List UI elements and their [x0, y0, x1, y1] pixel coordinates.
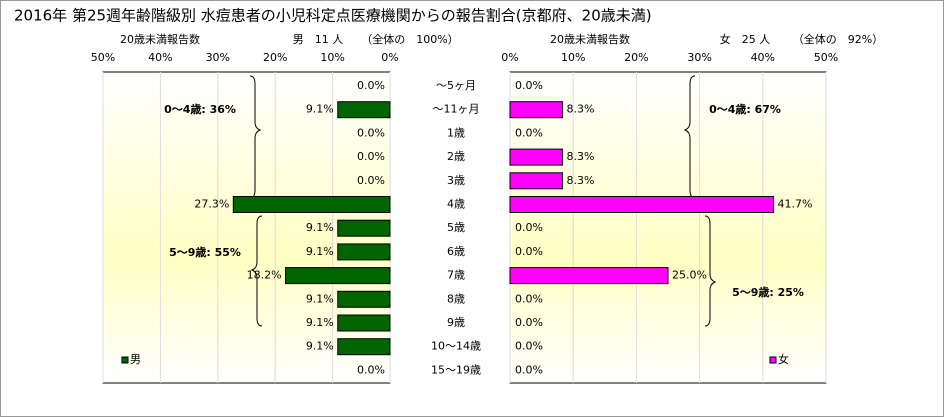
category-label: ～5ヶ月 [436, 79, 476, 92]
brace [683, 75, 696, 199]
value-label: 0.0% [357, 174, 385, 187]
category-label: 4歳 [447, 198, 465, 211]
annotation: 5～9歳: 55% [169, 245, 241, 259]
legend-label: 男 [130, 353, 141, 366]
category-label: 3歳 [447, 174, 465, 187]
bar [509, 267, 669, 285]
bar [337, 290, 391, 308]
category-label: 2歳 [447, 150, 465, 163]
value-label: 0.0% [357, 126, 385, 139]
category-label: 1歳 [447, 126, 465, 139]
bar [337, 338, 391, 356]
value-label: 8.3% [566, 150, 594, 163]
x-tick-label: 0% [501, 51, 518, 64]
x-tick-label: 50% [91, 51, 115, 64]
brace [704, 215, 717, 327]
header-label: 20歳未満報告数 [120, 33, 200, 46]
x-tick-label: 40% [148, 51, 172, 64]
value-label: 0.0% [515, 221, 543, 234]
value-label: 18.2% [247, 269, 282, 282]
header-label: 男 11 人 [293, 33, 344, 46]
value-label: 0.0% [515, 126, 543, 139]
value-label: 0.0% [515, 292, 543, 305]
category-label: 7歳 [447, 269, 465, 282]
x-tick-label: 20% [263, 51, 287, 64]
legend-swatch [769, 356, 777, 364]
x-tick-label: 10% [320, 51, 344, 64]
bar [509, 101, 563, 119]
annotation: 5～9歳: 25% [732, 285, 804, 299]
x-tick-label: 10% [561, 51, 585, 64]
annotation: 0～4歳: 67% [709, 102, 781, 116]
legend-swatch [121, 356, 129, 364]
bar [337, 101, 391, 119]
value-label: 0.0% [357, 150, 385, 163]
x-tick-label: 50% [814, 51, 838, 64]
value-label: 9.1% [306, 292, 334, 305]
value-label: 9.1% [306, 316, 334, 329]
brace [250, 215, 263, 327]
legend-label: 女 [778, 352, 789, 366]
bar [337, 219, 391, 237]
category-label: 6歳 [447, 245, 465, 258]
value-label: 0.0% [515, 245, 543, 258]
x-tick-label: 20% [624, 51, 648, 64]
x-tick-label: 30% [206, 51, 230, 64]
value-label: 9.1% [306, 221, 334, 234]
x-tick-label: 30% [687, 51, 711, 64]
value-label: 9.1% [306, 103, 334, 116]
category-label: 10～14歳 [431, 340, 481, 353]
bar [285, 267, 391, 285]
value-label: 41.7% [778, 198, 813, 211]
header-label: 女 25 人 [720, 32, 771, 46]
value-label: 0.0% [515, 340, 543, 353]
header-label: 20歳未満報告数 [550, 33, 630, 46]
annotation: 0～4歳: 36% [164, 102, 236, 116]
category-label: 15～19歳 [431, 363, 481, 376]
value-label: 0.0% [515, 79, 543, 92]
header-label: （全体の 100%） [361, 32, 458, 46]
header-label: （全体の 92%） [793, 32, 883, 46]
value-label: 0.0% [515, 363, 543, 376]
category-label: 9歳 [447, 316, 465, 329]
value-label: 0.0% [357, 79, 385, 92]
value-label: 9.1% [306, 245, 334, 258]
brace [249, 75, 262, 199]
plot-area-right [509, 71, 827, 384]
value-label: 25.0% [672, 269, 707, 282]
value-label: 27.3% [194, 198, 229, 211]
bar [509, 196, 775, 213]
category-label: 8歳 [447, 292, 465, 305]
category-label: ～11ヶ月 [433, 103, 480, 116]
bar [337, 314, 391, 332]
x-tick-label: 40% [751, 51, 775, 64]
bar [509, 172, 563, 190]
bar [509, 148, 563, 166]
chart-title: 2016年 第25週年齢階級別 水痘患者の小児科定点医療機関からの報告割合(京都… [14, 7, 652, 25]
value-label: 8.3% [566, 103, 594, 116]
bar [232, 196, 391, 213]
value-label: 0.0% [515, 316, 543, 329]
x-tick-label: 0% [381, 51, 398, 64]
value-label: 8.3% [566, 174, 594, 187]
bar [337, 243, 391, 261]
value-label: 9.1% [306, 340, 334, 353]
value-label: 0.0% [357, 363, 385, 376]
category-label: 5歳 [447, 221, 465, 234]
